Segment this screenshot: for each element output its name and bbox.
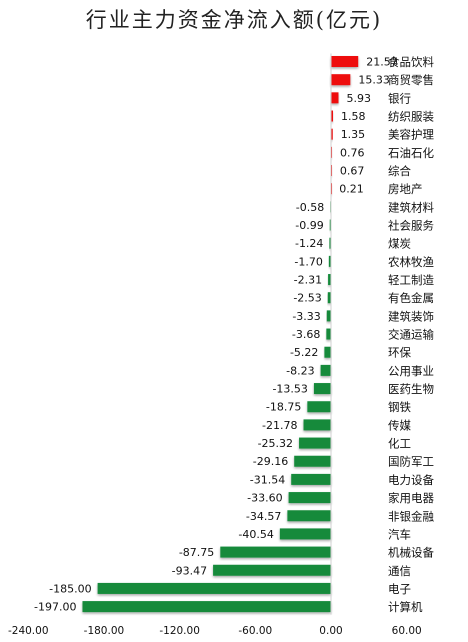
category-label: 通信 <box>388 564 411 578</box>
bar-煤炭 <box>329 237 331 249</box>
data-label: -0.58 <box>296 201 324 214</box>
category-label: 计算机 <box>388 600 423 614</box>
data-label: -31.54 <box>250 473 285 486</box>
bar-农林牧渔 <box>328 255 331 267</box>
data-label: -185.00 <box>49 582 91 595</box>
category-label: 环保 <box>388 346 411 360</box>
data-label: -2.53 <box>293 292 321 305</box>
category-label: 电子 <box>388 582 411 596</box>
bar-环保 <box>324 346 331 358</box>
x-tick-label: -60.00 <box>238 625 272 637</box>
data-label: -1.24 <box>295 237 323 250</box>
category-label: 美容护理 <box>388 128 434 142</box>
category-label: 电力设备 <box>388 473 434 487</box>
data-label: 5.93 <box>346 92 371 105</box>
x-tick-label: 60.00 <box>392 625 422 637</box>
category-label: 煤炭 <box>388 237 411 251</box>
data-label: -93.47 <box>172 564 207 577</box>
chart-title: 行业主力资金净流入额(亿元) <box>85 8 383 32</box>
bar-机械设备 <box>220 546 331 558</box>
bar-银行 <box>331 92 339 104</box>
category-label: 商贸零售 <box>388 73 434 87</box>
category-label: 国防军工 <box>388 455 434 469</box>
data-label: -13.53 <box>272 383 307 396</box>
bar-食品饮料 <box>331 56 359 67</box>
bar-家用电器 <box>288 492 331 504</box>
data-label: -18.75 <box>266 401 301 414</box>
category-label: 食品饮料 <box>388 55 434 69</box>
data-label: -25.32 <box>258 437 293 450</box>
bar-钢铁 <box>307 401 331 413</box>
category-label: 家用电器 <box>388 491 434 505</box>
category-label: 银行 <box>388 91 411 105</box>
x-tick-label: 0.00 <box>319 625 342 637</box>
data-label: -197.00 <box>34 601 76 614</box>
bar-美容护理 <box>331 128 333 140</box>
data-label: 0.67 <box>340 165 365 178</box>
category-label: 交通运输 <box>388 328 434 342</box>
category-label: 化工 <box>388 437 411 451</box>
category-label: 房地产 <box>388 182 423 196</box>
category-label: 轻工制造 <box>388 273 434 287</box>
category-label: 综合 <box>388 164 411 178</box>
bar-通信 <box>213 564 331 576</box>
bar-交通运输 <box>326 328 331 340</box>
bar-传媒 <box>303 419 331 431</box>
bar-医药生物 <box>313 383 331 395</box>
x-tick-label: -180.00 <box>84 625 125 637</box>
data-label: 15.33 <box>358 74 390 87</box>
bar-纺织服装 <box>331 110 333 122</box>
data-label: -34.57 <box>246 510 281 523</box>
data-label: -40.54 <box>238 528 273 541</box>
data-label: -33.60 <box>247 492 282 505</box>
bar-电力设备 <box>291 473 331 485</box>
data-label: 0.76 <box>340 146 365 159</box>
category-label: 纺织服装 <box>388 110 434 124</box>
category-label: 钢铁 <box>388 400 411 414</box>
bar-公用事业 <box>320 364 331 376</box>
bar-电子 <box>97 582 332 594</box>
data-label: -8.23 <box>286 364 314 377</box>
data-label: -0.99 <box>295 219 323 232</box>
bar-有色金属 <box>327 292 331 304</box>
data-label: 1.58 <box>341 110 366 123</box>
category-label: 传媒 <box>388 418 411 432</box>
category-label: 医药生物 <box>388 382 434 396</box>
category-label: 非银金融 <box>388 509 434 523</box>
data-label: -2.31 <box>294 274 322 287</box>
data-label: 0.21 <box>339 183 364 196</box>
bar-汽车 <box>279 528 331 540</box>
bar-国防军工 <box>294 455 331 467</box>
category-label: 公用事业 <box>388 364 434 378</box>
bar-化工 <box>299 437 331 449</box>
data-label: -3.33 <box>292 310 320 323</box>
data-label: -1.70 <box>294 255 322 268</box>
x-axis: -240.00 -180.00 -120.00 -60.00 0.00 60.00 <box>8 53 422 637</box>
bar-轻工制造 <box>328 274 331 286</box>
category-label: 建筑装饰 <box>388 309 434 323</box>
bar-非银金融 <box>287 510 331 522</box>
category-label: 汽车 <box>388 527 411 541</box>
data-label: 21.57 <box>366 56 398 69</box>
data-label: -29.16 <box>253 455 288 468</box>
data-label: -21.78 <box>262 419 297 432</box>
x-tick-label: -120.00 <box>159 625 200 637</box>
data-label: -87.75 <box>179 546 214 559</box>
category-label: 农林牧渔 <box>388 255 434 269</box>
data-label: -5.22 <box>290 346 318 359</box>
data-label: 1.35 <box>341 128 366 141</box>
category-label: 建筑材料 <box>388 200 434 214</box>
bar-商贸零售 <box>331 74 351 86</box>
bar-计算机 <box>82 601 331 613</box>
category-label: 有色金属 <box>388 291 434 305</box>
category-label: 石油石化 <box>388 146 434 160</box>
data-label: -3.68 <box>292 328 320 341</box>
x-tick-label: -240.00 <box>8 625 49 637</box>
category-label: 机械设备 <box>388 546 434 560</box>
bar-建筑装饰 <box>326 310 331 322</box>
bar-社会服务 <box>329 219 331 231</box>
category-label: 社会服务 <box>388 219 434 233</box>
